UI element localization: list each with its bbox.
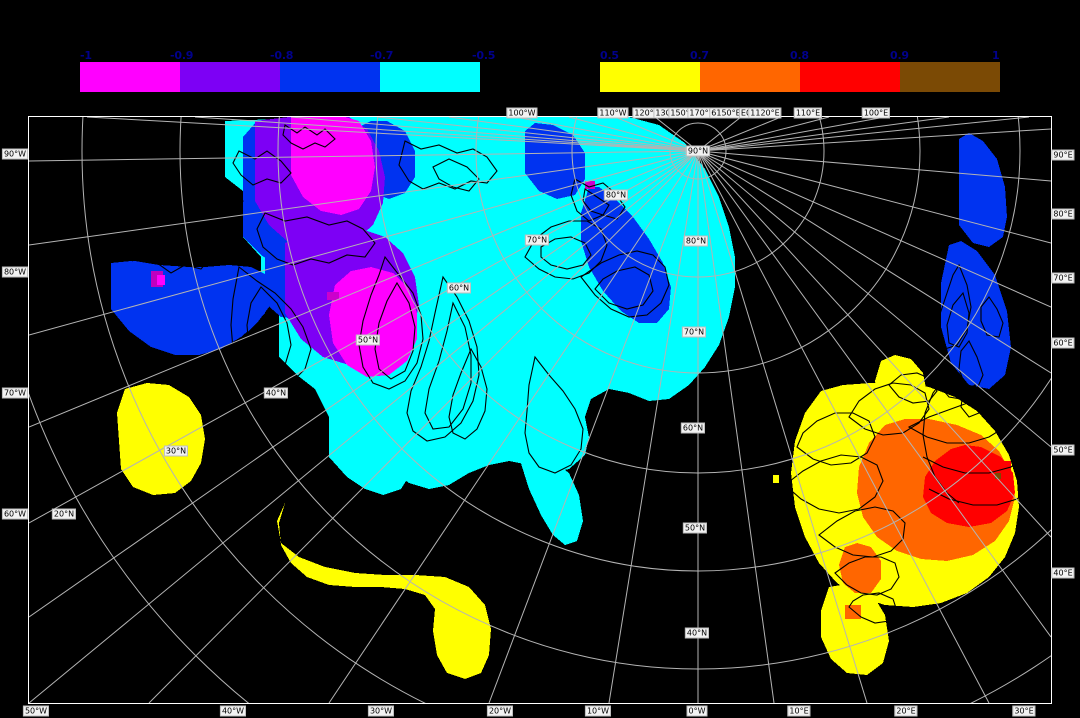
meridian-fan [29,117,1051,703]
region-azores-atlantic-band-yellow [277,503,491,679]
negative-correlation-colorbar-tick-1: -0.9 [170,49,194,62]
graticule-label-bottom-8: 30°E [1012,705,1036,717]
negative-correlation-colorbar-segment-3 [380,62,480,92]
brown-speck-caspian [995,473,1001,479]
graticule-label-right-1: 80°E [1051,208,1075,220]
graticule-label-top-8: 1120°E [748,107,782,119]
graticule-label-bottom-7: 20°E [894,705,918,717]
graticule-label-right-0: 90°E [1051,149,1075,161]
graticule-label-interior-0: 90°N [685,145,711,157]
graticule-lines [29,117,1051,703]
region-europe-yellow-north-spur-2 [887,363,915,427]
map-plot-area: 90°N 80°N 80°N 70°N 60°N 70°N 60°N 50°N 40°N 30°N… [28,116,1052,704]
graticule-label-left-1: 80°W [1,266,29,278]
positive-correlation-colorbar-tick-2: 0.8 [790,49,809,62]
region-hudson-bay-magenta-north [291,117,375,215]
orange-speck-balkan [845,605,861,619]
yellow-island-b [795,465,807,475]
magenta-speck-c [327,292,339,300]
graticule-label-interior-1: 80°N [603,189,629,201]
graticule-label-top-1: 110°W [597,107,629,119]
graticule-label-left-0: 90°W [1,148,29,160]
negative-correlation-colorbar-tick-0: -1 [80,49,92,62]
graticule-label-bottom-1: 40°W [219,705,247,717]
positive-correlation-colorbar-tick-4: 1 [992,49,1000,62]
negative-correlation-colorbar[interactable] [80,62,480,92]
graticule-label-top-0: 100°W [506,107,538,119]
graticule-label-interior-7: 50°N [682,522,708,534]
positive-correlation-colorbar-segment-1 [700,62,800,92]
positive-correlation-colorbar-tick-1: 0.7 [690,49,709,62]
graticule-label-bottom-3: 20°W [486,705,514,717]
parallel-arcs [29,117,1051,703]
graticule-label-bottom-5: 0°W [686,705,708,717]
negative-correlation-colorbar-tick-2: -0.8 [270,49,294,62]
graticule-label-interior-8: 40°N [684,627,710,639]
graticule-label-top-6: 6150°E [709,107,743,119]
positive-correlation-colorbar-segment-3 [900,62,1000,92]
region-cyan-southwest-arm [329,417,411,495]
graticule-label-interior-12: 50°N [355,334,381,346]
graticule-label-right-3: 60°E [1051,337,1075,349]
graticule-label-interior-11: 40°N [263,387,289,399]
region-western-siberia-blue [959,133,1007,247]
region-cyan-norwegian-tail [519,455,583,545]
positive-correlation-colorbar[interactable] [600,62,1000,92]
positive-correlation-colorbar-tick-0: 0.5 [600,49,619,62]
negative-correlation-colorbar-tick-4: -0.5 [472,49,496,62]
graticule-label-interior-10: 20°N [51,508,77,520]
graticule-label-bottom-6: 10°E [787,705,811,717]
graticule-label-bottom-0: 50°W [22,705,50,717]
magenta-speck-d [585,181,595,189]
map-graphics [29,117,1051,703]
region-north-atlantic-subtropical-yellow [117,383,205,495]
graticule-label-interior-4: 60°N [446,282,472,294]
yellow-island-c [835,467,843,475]
region-balkans-orange [839,543,881,593]
graticule-label-top-10: 100°E [861,107,891,119]
yellow-island-d [773,475,779,483]
graticule-label-right-5: 40°E [1051,567,1075,579]
graticule-label-interior-5: 70°N [681,326,707,338]
negative-correlation-colorbar-segment-1 [180,62,280,92]
region-mediterranean-yellow-tail [821,583,889,675]
negative-correlation-colorbar-segment-0 [80,62,180,92]
graticule-label-bottom-4: 10°W [584,705,612,717]
positive-correlation-colorbar-segment-2 [800,62,900,92]
graticule-label-interior-3: 70°N [524,234,550,246]
positive-correlation-colorbar-segment-0 [600,62,700,92]
positive-correlation-colorbar-tick-3: 0.9 [890,49,909,62]
graticule-label-right-4: 50°E [1051,444,1075,456]
magenta-speck-b [157,275,165,285]
graticule-label-right-2: 70°E [1051,272,1075,284]
magenta-speck-e [291,235,301,245]
graticule-label-left-3: 60°W [1,508,29,520]
graticule-label-interior-2: 80°N [683,235,709,247]
graticule-label-interior-9: 30°N [163,445,189,457]
graticule-label-left-2: 70°W [1,387,29,399]
graticule-label-top-9: 110°E [793,107,823,119]
graticule-label-bottom-2: 30°W [367,705,395,717]
graticule-label-interior-6: 60°N [680,422,706,434]
negative-correlation-colorbar-segment-2 [280,62,380,92]
negative-correlation-colorbar-tick-3: -0.7 [370,49,394,62]
